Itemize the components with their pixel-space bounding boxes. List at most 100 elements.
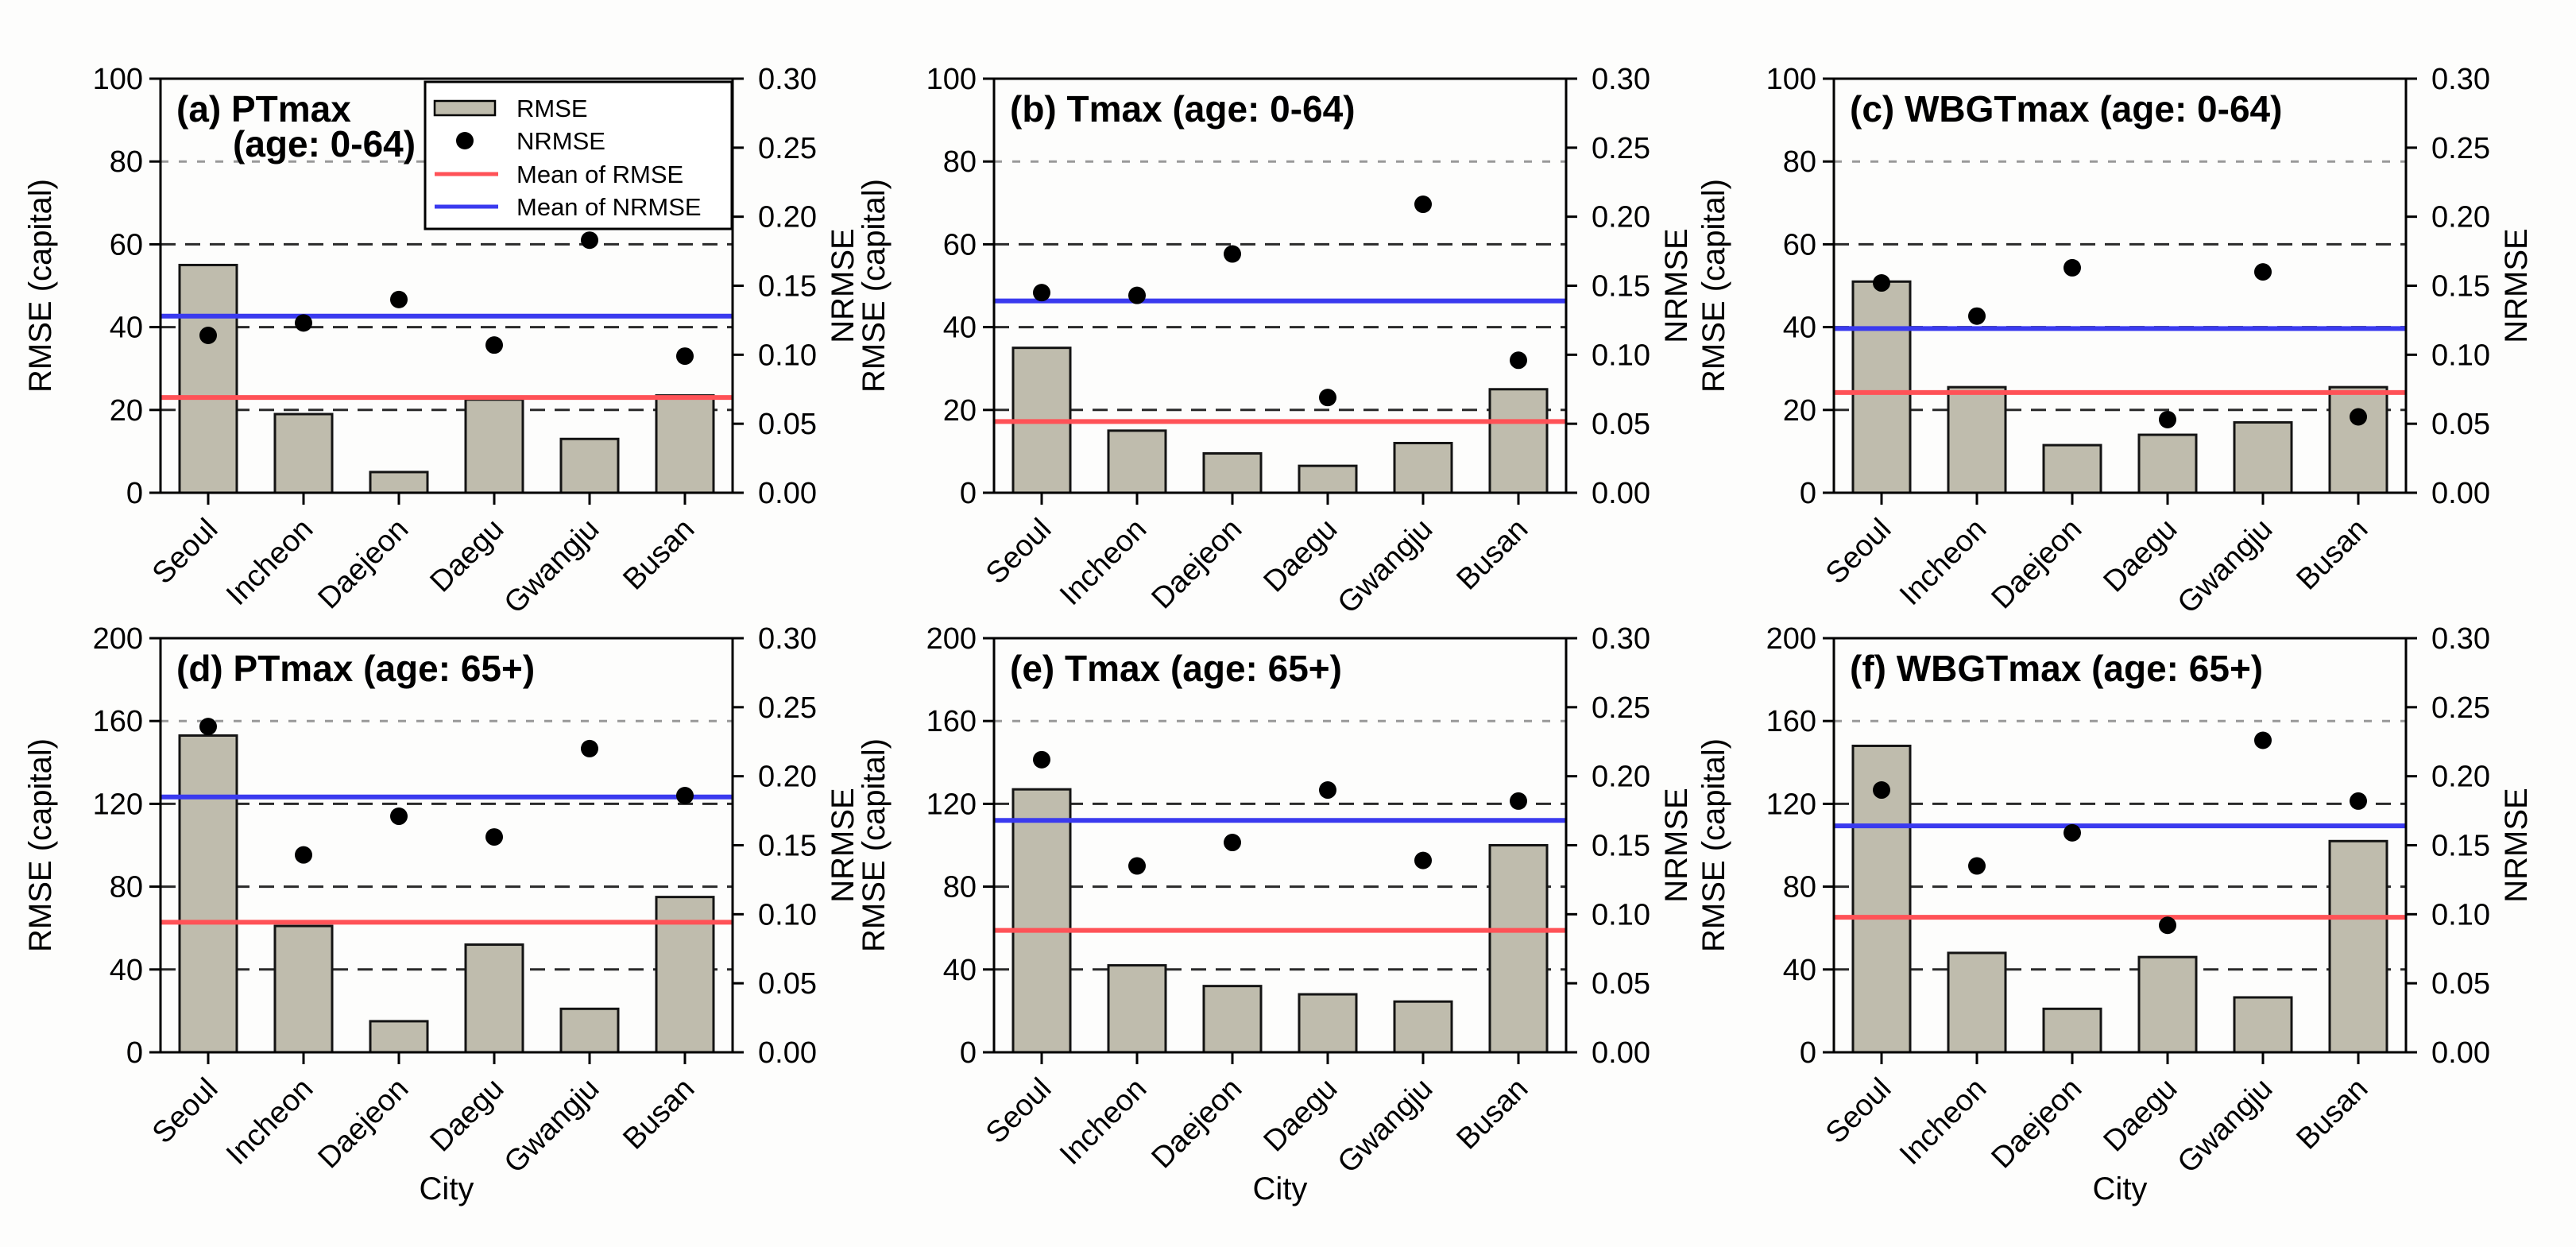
right-tick-label: 0.15	[1592, 830, 1650, 863]
left-axis-label: RMSE (capital)	[857, 738, 892, 952]
legend-label-rmse: RMSE	[516, 95, 588, 122]
city-tick-label-seoul: Seoul	[980, 513, 1058, 591]
left-tick-label: 0	[960, 477, 977, 510]
left-tick-label: 40	[110, 312, 143, 345]
city-tick-label-busan: Busan	[617, 1072, 701, 1156]
left-axis-label: RMSE (capital)	[23, 738, 58, 952]
right-tick-label: 0.10	[2431, 898, 2490, 931]
left-tick-label: 100	[93, 63, 143, 96]
left-tick-label: 200	[926, 622, 977, 656]
right-tick-label: 0.30	[1592, 63, 1650, 96]
nrmse-dot-incheon	[1128, 286, 1146, 304]
left-tick-label: 20	[1783, 394, 1816, 428]
left-tick-label: 200	[93, 622, 143, 656]
nrmse-dot-daegu	[2159, 916, 2176, 935]
city-tick-label-daejeon: Daejeon	[1986, 513, 2089, 616]
left-tick-label: 40	[943, 312, 977, 345]
right-tick-label: 0.10	[1592, 339, 1650, 372]
nrmse-dot-incheon	[1128, 857, 1146, 875]
left-tick-label: 20	[943, 394, 977, 428]
nrmse-dot-daejeon	[2064, 823, 2081, 842]
nrmse-dot-daejeon	[2064, 258, 2081, 277]
bar-daejeon	[369, 1020, 429, 1054]
bar-daegu	[464, 943, 524, 1054]
city-tick-label-busan: Busan	[2290, 513, 2374, 597]
city-tick-label-daejeon: Daejeon	[1146, 1072, 1249, 1175]
left-tick-label: 0	[960, 1036, 977, 1070]
nrmse-dot-gwangju	[581, 739, 598, 757]
plot-frame	[992, 77, 1568, 494]
city-tick-label-busan: Busan	[2290, 1072, 2374, 1156]
panel-b-chart: 0 20 40 60 80 100 0.00 0.05 0.10 0.15 0.20 0.25 0.30…	[857, 63, 1694, 620]
right-tick-label: 0.05	[2431, 408, 2490, 441]
city-tick-label-daegu: Daegu	[2097, 513, 2183, 599]
nrmse-dot-daegu	[485, 828, 503, 846]
x-axis-label: City	[2093, 1171, 2148, 1206]
left-tick-label: 60	[943, 228, 977, 261]
right-tick-label: 0.15	[758, 830, 817, 863]
city-tick-label-daegu: Daegu	[2097, 1072, 2183, 1159]
left-tick-label: 80	[1783, 145, 1816, 179]
city-tick-label-seoul: Seoul	[146, 1072, 224, 1150]
bar-incheon	[1947, 951, 2007, 1054]
nrmse-dot-busan	[2350, 792, 2367, 810]
nrmse-dot-gwangju	[2254, 731, 2272, 749]
right-tick-label: 0.20	[1592, 761, 1650, 794]
panel-c-chart: 0 20 40 60 80 100 0.00 0.05 0.10 0.15 0.20 0.25 0.30…	[1696, 63, 2534, 620]
left-tick-label: 0	[126, 1036, 143, 1070]
right-tick-label: 0.00	[758, 477, 817, 510]
bar-busan	[1488, 844, 1549, 1054]
right-tick-label: 0.05	[1592, 408, 1650, 441]
nrmse-dot-busan	[1510, 351, 1527, 370]
right-tick-label: 0.20	[2431, 201, 2490, 234]
bar-gwangju	[1393, 441, 1453, 494]
right-tick-label: 0.30	[758, 622, 817, 656]
right-axis-label: NRMSE	[826, 788, 861, 902]
left-tick-label: 40	[943, 954, 977, 987]
right-tick-label: 0.05	[758, 967, 817, 1001]
city-tick-label-daegu: Daegu	[1257, 513, 1344, 599]
nrmse-dot-daejeon	[390, 290, 408, 308]
city-tick-label-incheon: Incheon	[1893, 513, 1993, 612]
right-tick-label: 0.10	[2431, 339, 2490, 372]
right-tick-label: 0.20	[2431, 761, 2490, 794]
left-axis-label: RMSE (capital)	[1696, 738, 1731, 952]
right-tick-label: 0.10	[758, 339, 817, 372]
plot-frame	[1832, 77, 2408, 494]
bar-incheon	[1107, 429, 1167, 494]
right-tick-label: 0.00	[2431, 1036, 2490, 1070]
nrmse-dot-incheon	[1968, 857, 1986, 875]
left-tick-label: 40	[1783, 954, 1816, 987]
bar-seoul	[178, 734, 238, 1054]
right-tick-label: 0.20	[1592, 201, 1650, 234]
left-tick-label: 100	[1766, 63, 1816, 96]
right-tick-label: 0.00	[2431, 477, 2490, 510]
bar-seoul	[1851, 280, 1912, 494]
city-tick-label-seoul: Seoul	[146, 513, 224, 591]
city-tick-label-busan: Busan	[617, 513, 701, 597]
left-tick-label: 160	[93, 705, 143, 738]
bar-seoul	[1011, 788, 1072, 1054]
panel-title: (c) WBGTmax (age: 0-64)	[1850, 88, 2282, 130]
legend-dot-swatch	[456, 132, 474, 149]
right-tick-label: 0.20	[758, 201, 817, 234]
city-tick-label-gwangju: Gwangju	[1332, 1072, 1440, 1180]
bar-daegu	[2137, 433, 2198, 494]
nrmse-dot-busan	[1510, 792, 1527, 810]
nrmse-dot-gwangju	[1414, 851, 1432, 869]
panel-title: (a) PTmax	[176, 88, 351, 130]
left-tick-label: 60	[1783, 228, 1816, 261]
bar-incheon	[273, 412, 334, 494]
city-tick-label-seoul: Seoul	[980, 1072, 1058, 1150]
panel-title: (f) WBGTmax (age: 65+)	[1850, 648, 2263, 689]
nrmse-dot-seoul	[1033, 284, 1050, 302]
left-tick-label: 120	[1766, 788, 1816, 821]
right-tick-label: 0.25	[1592, 691, 1650, 725]
legend-label-nrmse: NRMSE	[516, 127, 605, 155]
right-tick-label: 0.25	[758, 132, 817, 165]
right-axis-label: NRMSE	[2499, 228, 2534, 343]
city-tick-label-daejeon: Daejeon	[312, 1072, 416, 1175]
bar-gwangju	[2233, 996, 2293, 1054]
legend-bar-swatch	[433, 99, 497, 117]
